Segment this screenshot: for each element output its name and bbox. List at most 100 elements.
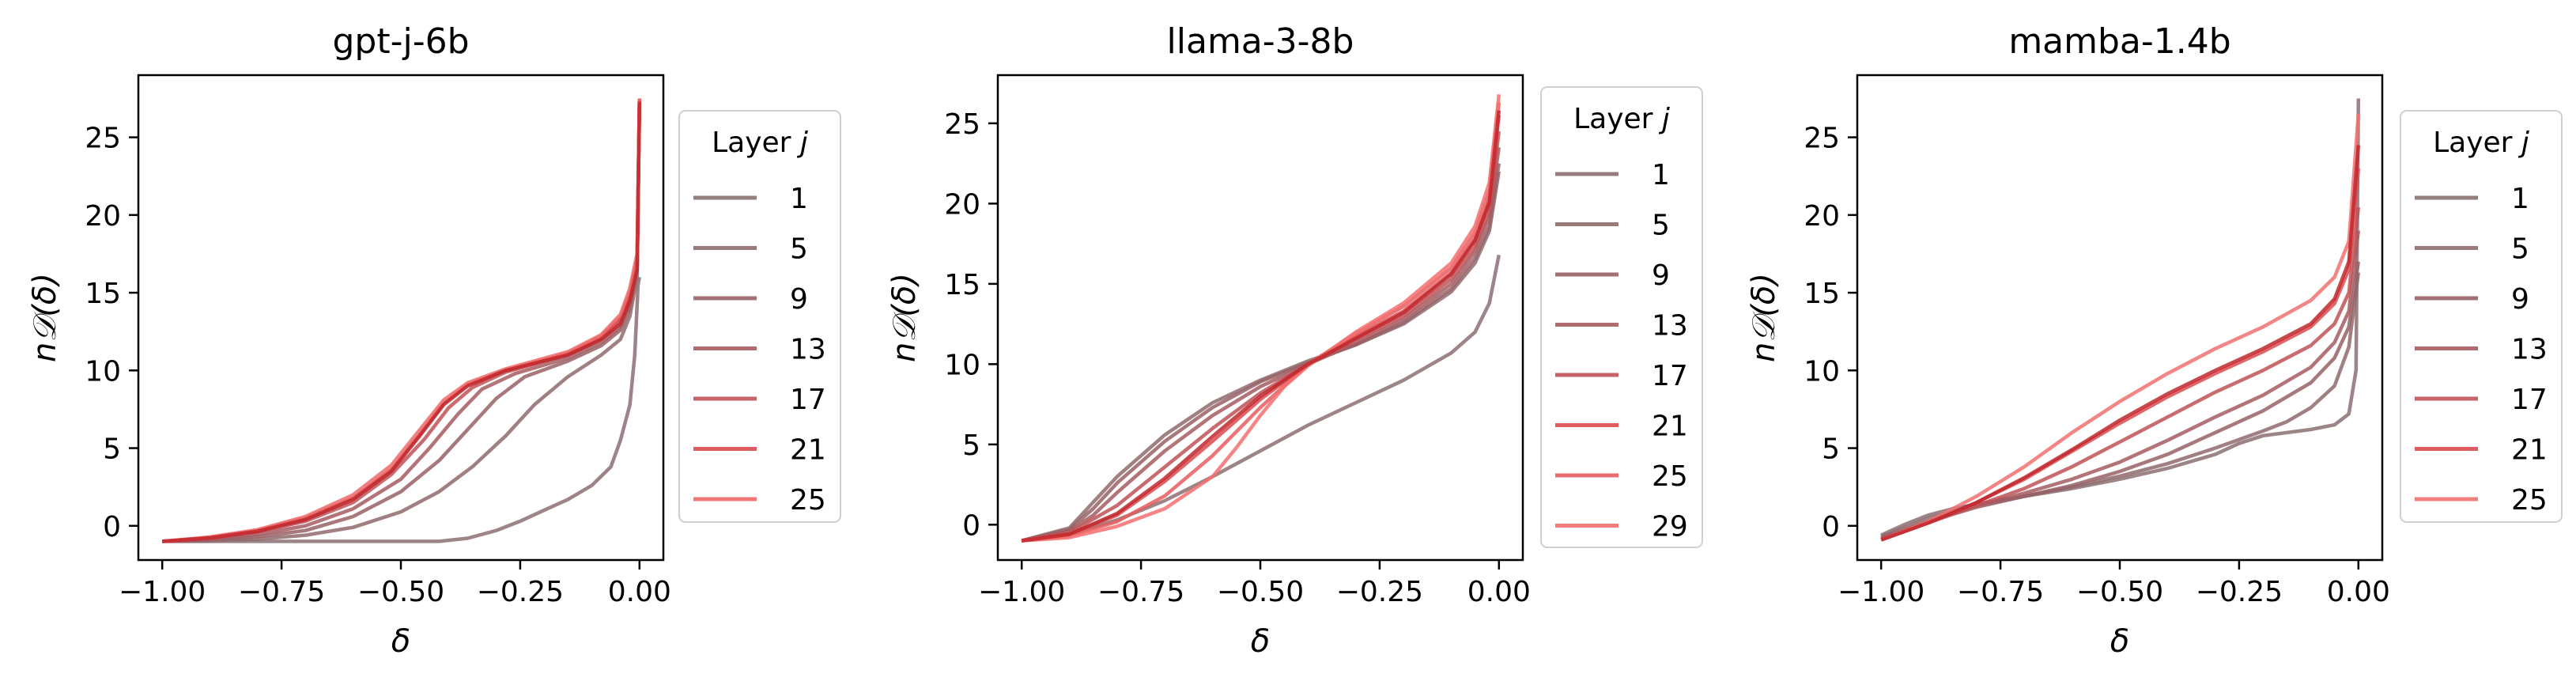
series-line-1: [162, 277, 640, 541]
legend: Layer j 1 5 9 13 17 21 25: [679, 111, 840, 522]
y-tick-label: 5: [103, 433, 121, 466]
legend-title-text: Layer: [1573, 103, 1653, 135]
plot-area: [162, 99, 640, 542]
x-tick-label: −1.00: [1838, 576, 1924, 608]
series-line-21: [1881, 168, 2359, 540]
legend-entry-label: 9: [790, 283, 808, 316]
series-line-21: [162, 99, 640, 542]
y-axis-label: n𝒟(δ): [27, 273, 63, 362]
legend-entry-label: 5: [790, 233, 808, 266]
y-tick-label: 10: [85, 355, 121, 388]
x-tick-label: 0.00: [1467, 576, 1531, 608]
y-tick-label: 25: [85, 123, 121, 155]
series-line-29: [1022, 94, 1499, 540]
chart-title: gpt-j-6b: [332, 21, 469, 62]
legend-entry-label: 13: [1652, 310, 1688, 342]
legend-entry-label: 9: [2511, 283, 2529, 316]
y-axis-label: n𝒟(δ): [1746, 273, 1782, 362]
legend-entry-label: 17: [790, 384, 826, 416]
legend-entry-label: 29: [1652, 511, 1688, 543]
series-line-unlabeled-8: [1022, 111, 1499, 541]
x-tick-label: −0.25: [1336, 576, 1423, 608]
series-line-25: [162, 99, 640, 542]
y-tick-label: 0: [1822, 511, 1840, 543]
x-axis-label: δ: [391, 623, 410, 660]
x-tick-label: −0.75: [1097, 576, 1184, 608]
y-tick-label: 20: [1804, 200, 1840, 233]
chart-panel-1: −1.00 −0.75 −0.50 −0.25 0.000510152025gpt-j-…: [27, 21, 840, 660]
x-tick-label: −1.00: [978, 576, 1065, 608]
legend-entry-label: 5: [1652, 210, 1670, 242]
x-tick-label: −0.50: [357, 576, 444, 608]
series-line-13: [1022, 147, 1499, 540]
plot-area: [1881, 99, 2359, 540]
legend-entry-label: 21: [790, 434, 826, 467]
y-tick-label: 25: [1804, 123, 1840, 155]
legend-entry-label: 21: [2511, 434, 2548, 467]
y-tick-label: 25: [944, 108, 980, 141]
series-line-5: [1022, 172, 1499, 541]
axes-frame: [138, 75, 663, 560]
legend-entry-label: 13: [2511, 334, 2548, 366]
x-tick-label: −1.00: [119, 576, 206, 608]
x-tick-label: −0.75: [1957, 576, 2044, 608]
legend-entry-label: 25: [790, 484, 826, 517]
y-tick-label: 5: [962, 430, 980, 462]
legend-entry-label: 1: [1652, 159, 1670, 191]
y-tick-label: 15: [1804, 278, 1840, 310]
series-line-unlabeled-7: [162, 101, 640, 541]
legend-entry-label: 25: [1652, 460, 1688, 493]
legend-entry-label: 9: [1652, 259, 1670, 292]
x-axis-label: δ: [2110, 623, 2129, 660]
legend-title-variable: j: [796, 127, 808, 159]
series-line-25: [1022, 103, 1499, 541]
y-tick-label: 15: [944, 269, 980, 301]
series-line-17: [162, 99, 640, 542]
legend-entry-label: 17: [2511, 384, 2548, 416]
y-axis-label: n𝒟(δ): [886, 273, 923, 362]
legend-title-variable: j: [2517, 127, 2529, 159]
legend-entry-label: 5: [2511, 233, 2529, 266]
x-tick-label: −0.75: [238, 576, 325, 608]
series-line-17: [1881, 207, 2359, 540]
legend-title-text: Layer: [712, 127, 791, 159]
x-tick-label: −0.50: [1217, 576, 1304, 608]
legend-title-text: Layer: [2433, 127, 2513, 159]
legend: Layer j 1 5 9 13 17 21 25: [2400, 111, 2562, 522]
series-line-13: [162, 99, 640, 542]
chart-title: llama-3-8b: [1167, 21, 1354, 62]
legend-title: Layer j: [1573, 103, 1670, 135]
series-line-17: [1022, 131, 1499, 541]
y-tick-label: 0: [103, 511, 121, 543]
series-line-9: [162, 99, 640, 542]
legend-entry-label: 13: [790, 334, 826, 366]
y-tick-label: 10: [944, 349, 980, 381]
legend-entry-label: 21: [1652, 411, 1688, 443]
series-line-13: [1881, 231, 2359, 539]
series-line-21: [1022, 115, 1499, 541]
chart-title: mamba-1.4b: [2008, 21, 2230, 62]
series-line-5: [162, 106, 640, 541]
y-tick-label: 20: [85, 200, 121, 233]
plot-area: [1022, 94, 1499, 540]
x-tick-label: −0.25: [2196, 576, 2283, 608]
x-tick-label: 0.00: [2327, 576, 2390, 608]
legend-title: Layer j: [2433, 127, 2529, 159]
legend-title-variable: j: [1658, 103, 1670, 135]
y-tick-label: 10: [1804, 355, 1840, 388]
y-tick-label: 20: [944, 188, 980, 221]
y-tick-label: 5: [1822, 433, 1840, 466]
legend-entry-label: 1: [2511, 183, 2529, 215]
x-tick-label: −0.50: [2076, 576, 2163, 608]
y-tick-label: 0: [962, 509, 980, 542]
y-tick-label: 15: [85, 278, 121, 310]
series-line-9: [1022, 164, 1499, 541]
chart-panel-3: −1.00 −0.75 −0.50 −0.25 0.000510152025mamba-…: [1746, 21, 2562, 660]
legend-title: Layer j: [712, 127, 808, 159]
legend-entry-label: 25: [2511, 484, 2548, 517]
chart-panel-2: −1.00 −0.75 −0.50 −0.25 0.000510152025llama-…: [886, 21, 1702, 660]
axes-frame: [998, 75, 1523, 560]
legend: Layer j 1 5 9 13 17 21 25 29: [1541, 87, 1702, 547]
x-tick-label: 0.00: [608, 576, 671, 608]
